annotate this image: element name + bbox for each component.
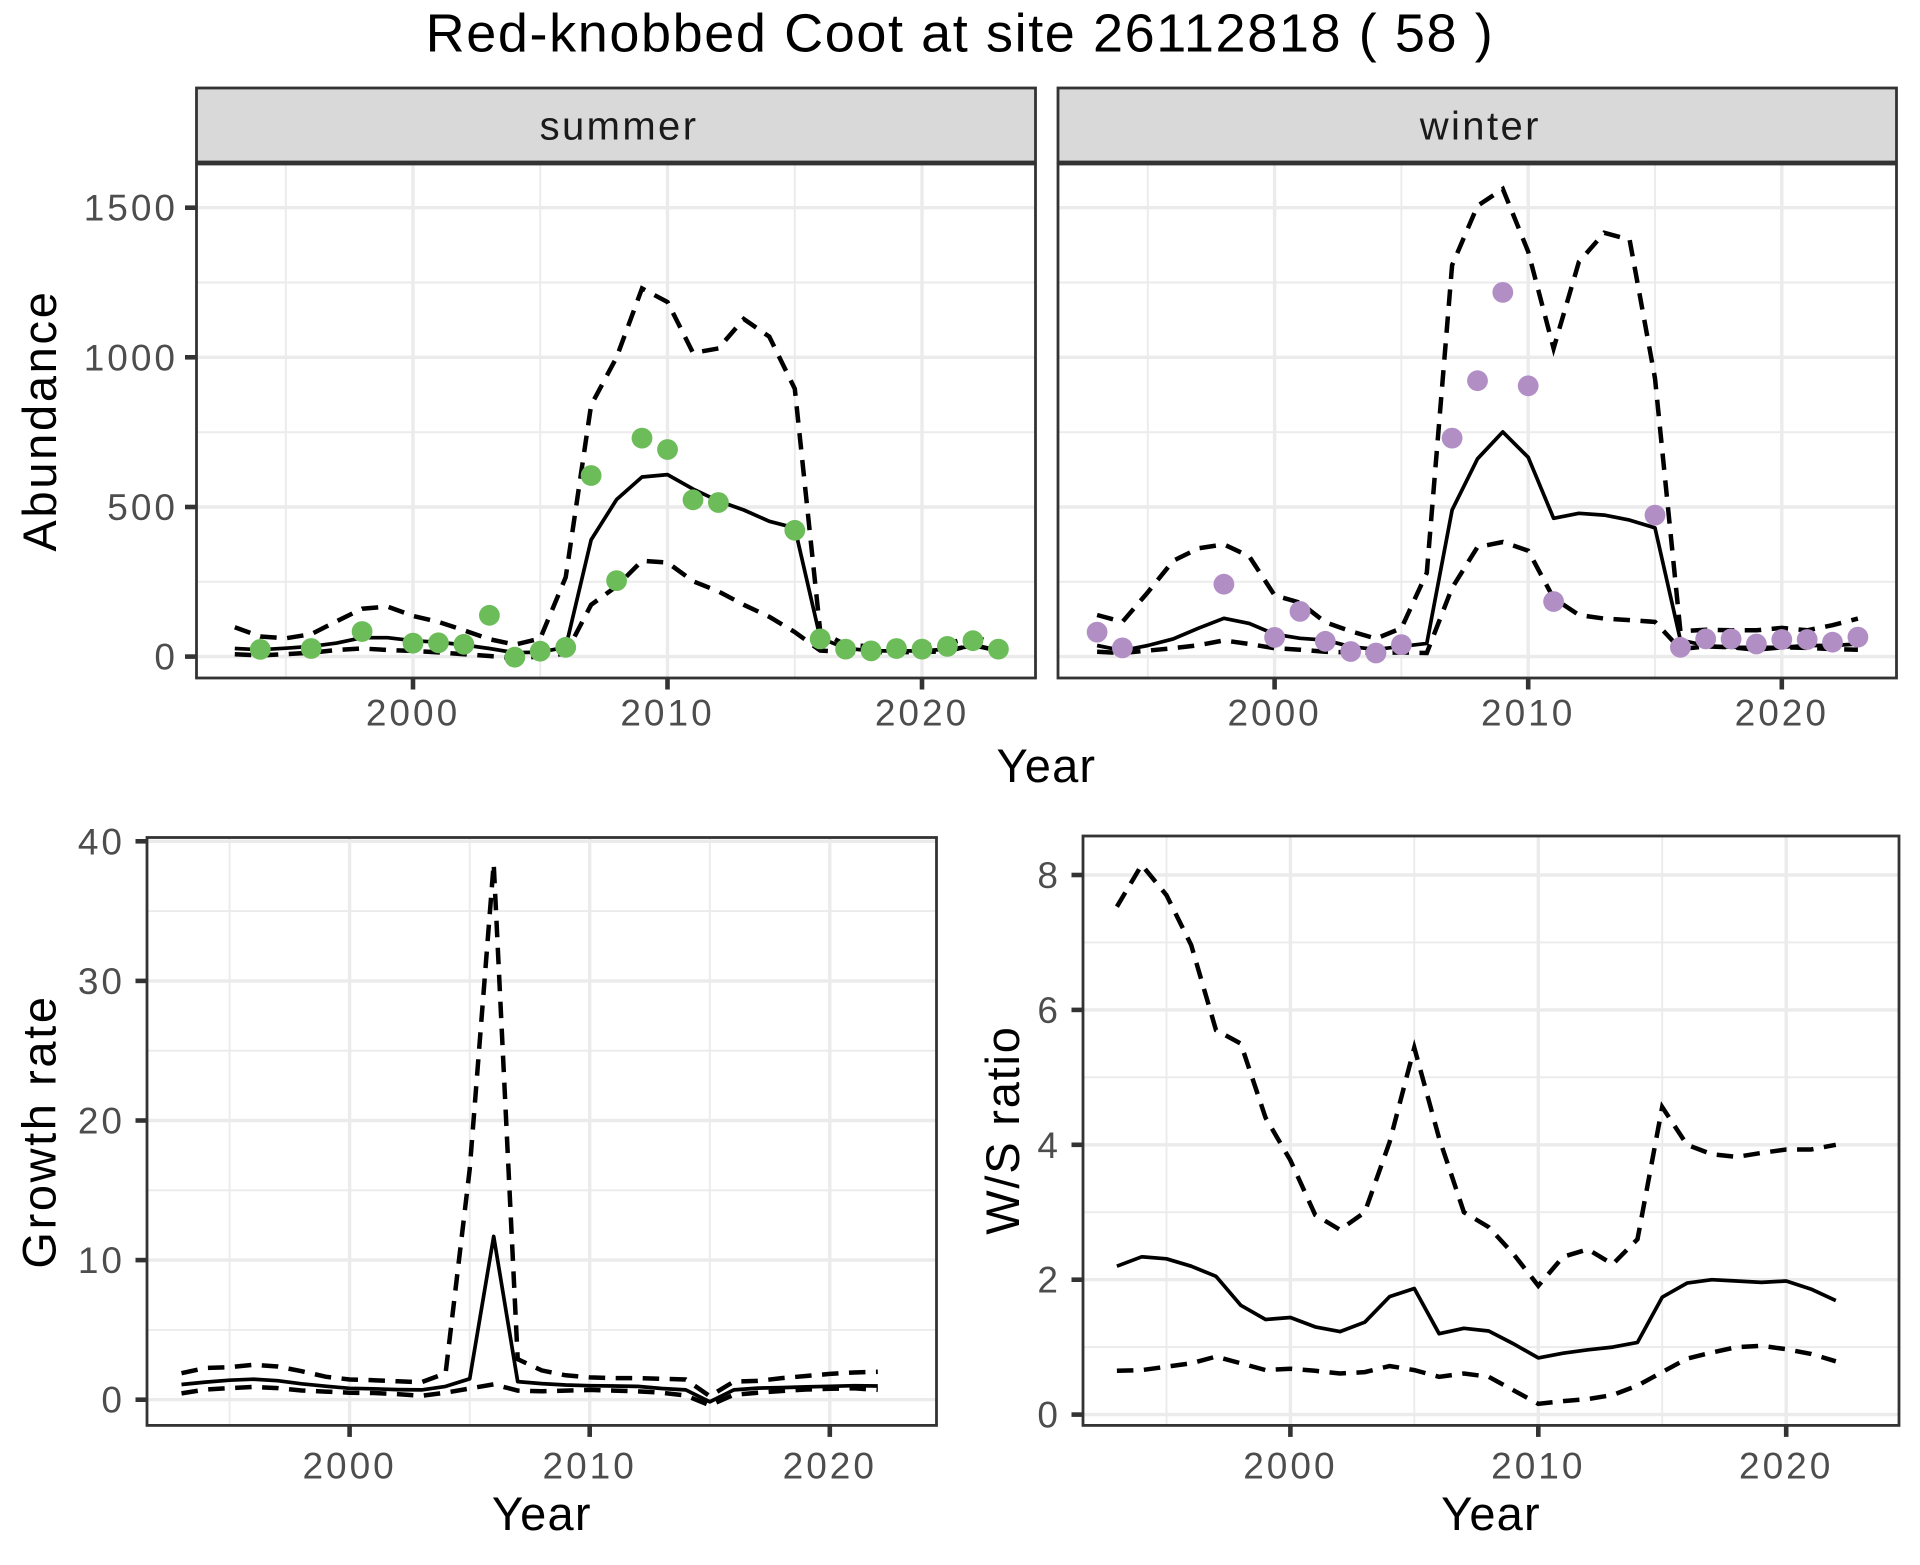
svg-text:1000: 1000 xyxy=(84,337,178,378)
svg-text:2020: 2020 xyxy=(1739,1445,1833,1486)
svg-text:2000: 2000 xyxy=(1243,1445,1337,1486)
svg-text:2000: 2000 xyxy=(1227,693,1321,734)
svg-text:6: 6 xyxy=(1037,990,1061,1031)
svg-text:2010: 2010 xyxy=(1481,693,1575,734)
svg-text:0: 0 xyxy=(154,637,178,678)
svg-text:Year: Year xyxy=(492,1487,592,1540)
svg-text:2020: 2020 xyxy=(1735,693,1829,734)
svg-text:2020: 2020 xyxy=(875,693,969,734)
svg-text:2000: 2000 xyxy=(302,1445,396,1486)
svg-text:W/S ratio: W/S ratio xyxy=(976,1025,1029,1234)
svg-text:2020: 2020 xyxy=(783,1445,877,1486)
svg-text:20: 20 xyxy=(78,1101,125,1142)
svg-text:0: 0 xyxy=(1037,1395,1061,1436)
svg-text:1500: 1500 xyxy=(84,188,178,229)
svg-text:2: 2 xyxy=(1037,1260,1061,1301)
svg-text:500: 500 xyxy=(107,487,178,528)
svg-text:2010: 2010 xyxy=(543,1445,637,1486)
svg-text:Red-knobbed Coot at site 26112: Red-knobbed Coot at site 26112818 ( 58 ) xyxy=(426,4,1495,64)
svg-text:Year: Year xyxy=(997,739,1097,792)
svg-text:summer: summer xyxy=(540,105,699,149)
svg-text:Growth rate: Growth rate xyxy=(13,994,66,1268)
svg-text:0: 0 xyxy=(101,1380,125,1421)
svg-text:4: 4 xyxy=(1037,1125,1061,1166)
svg-text:Year: Year xyxy=(1441,1487,1541,1540)
svg-text:Abundance: Abundance xyxy=(13,289,66,551)
svg-text:winter: winter xyxy=(1419,105,1541,149)
svg-text:2010: 2010 xyxy=(620,693,714,734)
svg-text:2000: 2000 xyxy=(366,693,460,734)
svg-text:2010: 2010 xyxy=(1491,1445,1585,1486)
svg-text:8: 8 xyxy=(1037,855,1061,896)
svg-text:40: 40 xyxy=(78,821,125,862)
svg-text:30: 30 xyxy=(78,961,125,1002)
svg-text:10: 10 xyxy=(78,1240,125,1281)
